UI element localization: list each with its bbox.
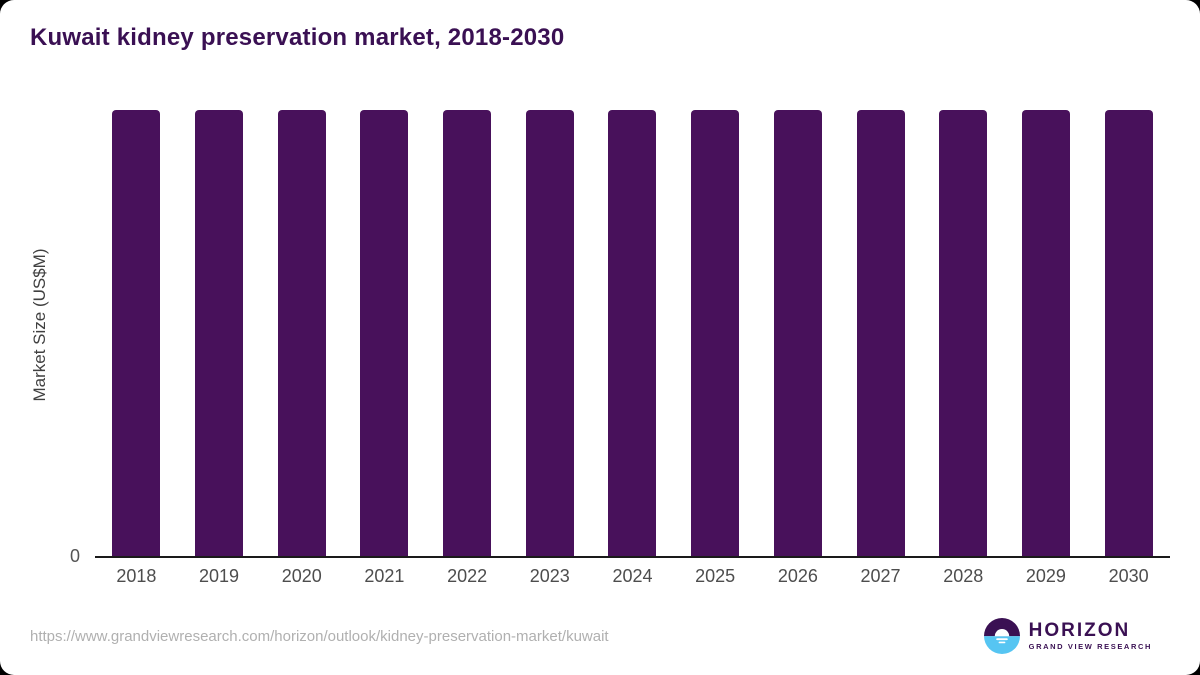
bar-2025 <box>691 110 740 556</box>
horizon-sunset-circle-icon <box>983 618 1020 654</box>
plot-area <box>95 110 1170 558</box>
x-tick-2028: 2028 <box>943 566 984 586</box>
source-url: https://www.grandviewresearch.com/horizo… <box>30 628 609 645</box>
x-tick-2025: 2025 <box>695 566 736 586</box>
logo-tagline: GRAND VIEW RESEARCH <box>1028 642 1152 652</box>
brand-logo: HORIZON GRAND VIEW RESEARCH <box>983 618 1152 654</box>
chart-title: Kuwait kidney preservation market, 2018-… <box>30 24 565 51</box>
x-tick-2021: 2021 <box>364 566 405 586</box>
bar-2026 <box>773 110 822 556</box>
bar-2019 <box>195 110 244 556</box>
y-axis-zero-tick: 0 <box>70 546 81 566</box>
logo-text: HORIZON GRAND VIEW RESEARCH <box>1029 621 1152 651</box>
bar-2018 <box>112 110 161 556</box>
logo-brand-name: HORIZON <box>1028 620 1131 642</box>
bar-2024 <box>608 110 657 556</box>
y-axis-label: Market Size (US$M) <box>30 248 49 402</box>
x-tick-2018: 2018 <box>116 566 157 586</box>
x-tick-2020: 2020 <box>281 566 322 586</box>
bar-2030 <box>1104 110 1153 556</box>
bar-2021 <box>360 110 409 556</box>
x-tick-2030: 2030 <box>1108 566 1149 586</box>
bar-2023 <box>525 110 574 556</box>
x-tick-2026: 2026 <box>777 566 818 586</box>
bar-2028 <box>939 110 988 556</box>
x-tick-2024: 2024 <box>612 566 653 586</box>
x-tick-2023: 2023 <box>529 566 570 586</box>
bar-2020 <box>277 110 326 556</box>
x-tick-2022: 2022 <box>447 566 488 586</box>
bar-2029 <box>1021 110 1070 556</box>
x-tick-2029: 2029 <box>1025 566 1066 586</box>
x-tick-2019: 2019 <box>199 566 240 586</box>
bar-2022 <box>443 110 492 556</box>
bar-2027 <box>856 110 905 556</box>
x-axis-labels: 2018 2019 2020 2021 2022 2023 2024 2025 2026 2027… <box>95 566 1170 587</box>
x-tick-2027: 2027 <box>860 566 901 586</box>
